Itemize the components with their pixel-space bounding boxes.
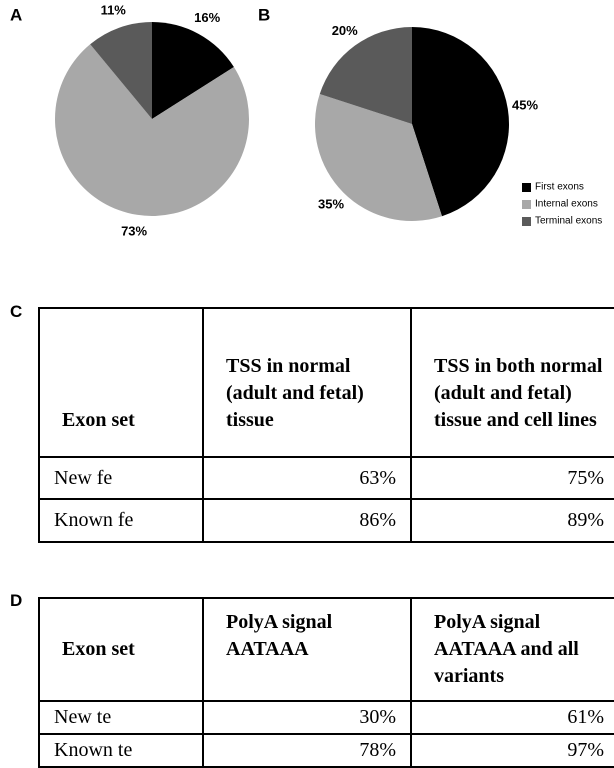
- legend-label: First exons: [535, 182, 584, 193]
- header-cell: Exon set: [38, 307, 204, 458]
- table-cell: Known te: [38, 733, 204, 768]
- header-cell: PolyA signal AATAAA and all variants: [410, 597, 614, 702]
- panel-label: A: [10, 5, 22, 24]
- panel-label: B: [258, 5, 270, 24]
- panel-label: D: [10, 591, 23, 610]
- table-cell: New fe: [38, 455, 204, 501]
- data-label: 73%: [121, 223, 147, 238]
- pie-slice: [315, 94, 442, 221]
- table-cell: 63%: [202, 455, 412, 501]
- table: Exon set PolyA signal AATAAA PolyA signal …: [38, 597, 614, 768]
- pie-slice: [152, 22, 234, 119]
- table: Exon set TSS in normal (adult and fetal) …: [38, 307, 614, 543]
- pie-charts: A 16% 73% 11% B 45% 35% 20% First exons Internal …: [10, 3, 602, 239]
- table-row: New te 30% 61%: [38, 700, 614, 735]
- header-cell: Exon set: [38, 597, 204, 702]
- table-row: New fe 63% 75%: [38, 455, 614, 501]
- table-cell: 97%: [410, 733, 614, 768]
- pie-slice: [319, 27, 412, 124]
- pie-slice: [54, 44, 249, 217]
- table-cell: 86%: [202, 498, 412, 543]
- data-label: 16%: [194, 10, 220, 25]
- data-label: 11%: [101, 3, 127, 18]
- table-cell: 89%: [410, 498, 614, 543]
- table-cell: 61%: [410, 700, 614, 735]
- pie-slice: [412, 27, 509, 217]
- header-cell: TSS in both normal (adult and fetal) tis…: [410, 307, 614, 458]
- data-label: 35%: [318, 196, 344, 211]
- table-row: Known te 78% 97%: [38, 733, 614, 768]
- table-cell: 30%: [202, 700, 412, 735]
- legend-swatch: [522, 200, 531, 209]
- legend-label: Terminal exons: [535, 216, 602, 227]
- table-row: Known fe 86% 89%: [38, 498, 614, 543]
- header-cell: PolyA signal AATAAA: [202, 597, 412, 702]
- header-row: Exon set PolyA signal AATAAA PolyA signal …: [38, 597, 614, 702]
- panel-label: C: [10, 302, 23, 321]
- header-cell: TSS in normal (adult and fetal) tissue: [202, 307, 412, 458]
- table-cell: Known fe: [38, 498, 204, 543]
- data-label: 45%: [512, 98, 538, 113]
- legend-swatch: [522, 217, 531, 226]
- header-row: Exon set TSS in normal (adult and fetal) …: [38, 307, 614, 458]
- table-cell: 75%: [410, 455, 614, 501]
- table-cell: New te: [38, 700, 204, 735]
- pie-slice: [90, 22, 152, 119]
- table-cell: 78%: [202, 733, 412, 768]
- legend-label: Internal exons: [535, 199, 598, 210]
- legend-swatch: [522, 183, 531, 192]
- data-label: 20%: [332, 23, 358, 38]
